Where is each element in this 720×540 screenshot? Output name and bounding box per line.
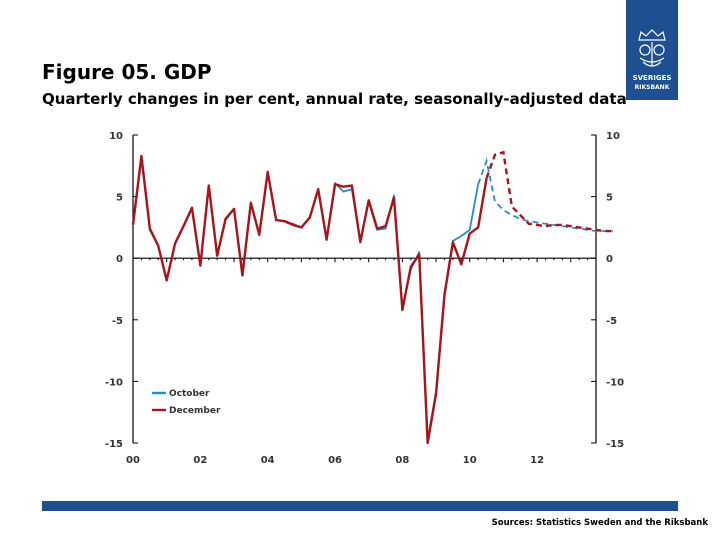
page-title: Figure 05. GDP — [42, 60, 212, 84]
y-tick-label-left: -10 — [105, 377, 123, 388]
y-tick-label-right: 10 — [606, 131, 620, 142]
y-tick-label-right: -5 — [606, 316, 617, 327]
logo-line2: RIKSBANK — [635, 84, 670, 91]
y-tick-label-left: 10 — [109, 131, 123, 142]
x-tick-label: 04 — [261, 455, 275, 466]
series-october-forecast — [477, 157, 613, 232]
footer-bar — [42, 501, 678, 511]
riksbank-logo: SVERIGES RIKSBANK — [626, 0, 678, 100]
x-tick-label: 00 — [126, 455, 140, 466]
x-tick-label: 08 — [395, 455, 409, 466]
y-tick-label-right: -15 — [606, 439, 624, 450]
x-tick-label: 10 — [463, 455, 477, 466]
y-tick-label-right: 0 — [606, 254, 613, 265]
x-tick-label: 06 — [328, 455, 342, 466]
legend-label-december: December — [169, 406, 221, 416]
x-tick-label: 12 — [530, 455, 544, 466]
y-tick-label-left: 5 — [116, 193, 123, 204]
y-tick-label-right: -10 — [606, 377, 624, 388]
crown-emblem-icon — [638, 29, 666, 67]
legend-label-october: October — [169, 389, 210, 399]
y-tick-label-left: 0 — [116, 254, 123, 265]
source-note: Sources: Statistics Sweden and the Riksb… — [491, 518, 708, 528]
page-subtitle: Quarterly changes in per cent, annual ra… — [42, 90, 627, 108]
y-tick-label-left: -5 — [112, 316, 123, 327]
y-tick-label-left: -15 — [105, 439, 123, 450]
series-december-outcome — [131, 154, 488, 445]
logo-line1: SVERIGES — [633, 74, 672, 82]
x-tick-label: 02 — [193, 455, 207, 466]
series-december-forecast — [485, 150, 613, 233]
y-tick-label-right: 5 — [606, 193, 613, 204]
